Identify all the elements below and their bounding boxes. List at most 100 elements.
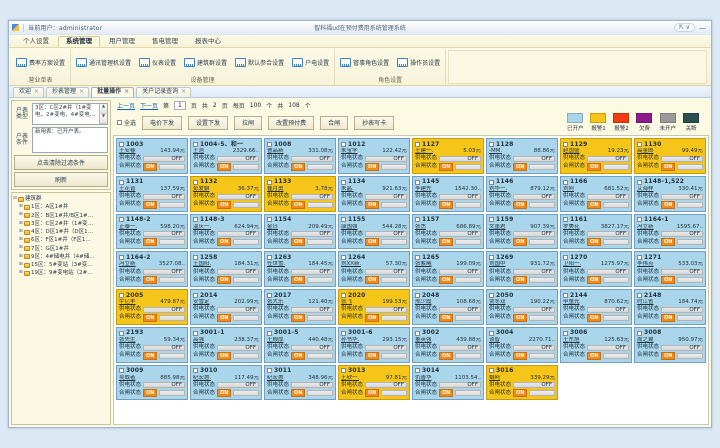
meter-owner-name[interactable]: 孙书华. (341, 336, 360, 343)
prev-page-link[interactable]: 上一页 (117, 103, 136, 110)
meter-card-checkbox[interactable] (637, 141, 642, 147)
meter-owner-name[interactable]: 温庆一. (193, 223, 212, 230)
meter-card[interactable]: 1159 文墨君 907.39元 供电状态 OFF 合闸状态 ON (486, 213, 558, 250)
ribbon-tab-reports[interactable]: 报表中心 (195, 36, 221, 45)
meter-card[interactable]: 1131 王花普 137.59元 供电状态 OFF 合闸状态 ON (116, 175, 188, 212)
meter-card[interactable]: 1271 李伟点 533.03元 供电状态 OFF 合闸状态 ON (634, 251, 706, 287)
meter-card[interactable]: 3001-6 孙书华. 293.15元 供电状态 OFF 合闸状态 ON (338, 326, 410, 363)
meter-card-checkbox[interactable] (489, 368, 494, 374)
meter-card[interactable]: 1012 朱宝学 122.42元 供电状态 OFF 合闸状态 ON (338, 138, 410, 174)
meter-owner-name[interactable]: 王东旭 (563, 336, 580, 343)
meter-card[interactable]: 1134 朱晶. 921.63元 供电状态 OFF 合闸状态 ON (338, 175, 410, 212)
meter-card-checkbox[interactable] (489, 255, 494, 260)
meter-card[interactable]: 1003 王安春 143.94元 供电状态 OFF 合闸状态 ON (116, 138, 188, 174)
spinner-buttons[interactable]: ▲ ▼ (99, 104, 107, 124)
meter-owner-name[interactable]: 王顺厚 (267, 336, 284, 343)
meter-card-checkbox[interactable] (637, 217, 642, 223)
meter-owner-name[interactable]: 任世雪. (267, 261, 286, 268)
meter-card[interactable]: 1148-3 温庆一. 624.94元 供电状态 OFF 合闸状态 ON (190, 213, 262, 250)
meter-card[interactable]: 3011 纪宏惠 348.96元 供电状态 OFF 合闸状态 ON (264, 364, 336, 401)
meter-card[interactable]: 1265 张紫曦 199.09元 供电状态 OFF 合闸状态 ON (412, 251, 484, 287)
meter-card[interactable]: 3002 董英强 439.88元 供电状态 OFF 合闸状态 ON (412, 326, 484, 363)
quick-access-toolbar[interactable]: ⇱ ∨ (673, 23, 695, 32)
meter-owner-name[interactable]: 纪宏惠 (267, 374, 284, 381)
open-breaker-button[interactable]: 拉闸 (234, 115, 263, 130)
meter-card[interactable]: 1154 金日 209.49元 供电状态 OFF 合闸状态 ON (264, 213, 336, 250)
meter-card[interactable]: 2005 牛亿丰 479.87元 供电状态 OFF 合闸状态 ON (116, 289, 188, 325)
meter-card[interactable]: 1166 刘阿 681.52元 供电状态 OFF 合闸状态 ON (560, 175, 632, 212)
meter-card[interactable]: 3013 王欣一. 97.81元 供电状态 OFF 合闸状态 ON (338, 364, 410, 401)
meter-owner-name[interactable]: 张杰 (415, 223, 427, 230)
tab-batch-operation[interactable]: 批量操作 × (91, 87, 135, 97)
meter-card-checkbox[interactable] (415, 179, 420, 185)
meter-card[interactable]: 1148-1,522 艾海样 330.41元 供电状态 OFF 合闸状态 ON (634, 175, 706, 212)
ribbon-tab-user[interactable]: 用户管理 (109, 36, 135, 45)
meter-card-checkbox[interactable] (341, 330, 346, 336)
meter-card-checkbox[interactable] (415, 292, 420, 298)
meter-card[interactable]: 2017 张大乐 121.40元 供电状态 OFF 合闸状态 ON (264, 289, 336, 325)
meter-card-checkbox[interactable] (563, 217, 568, 223)
refresh-button[interactable]: 刷新 (14, 172, 108, 187)
meter-owner-name[interactable]: 周之翼 (637, 336, 654, 343)
meter-owner-name[interactable]: 正泰一. (119, 223, 138, 230)
meter-card[interactable]: 3006 王东旭 125.63元 供电状态 OFF 合闸状态 ON (560, 326, 632, 363)
meter-card[interactable]: 2193 张先生 59.34元 供电状态 OFF 合闸状态 ON (116, 326, 188, 363)
meter-owner-name[interactable]: 刘XX新. (341, 261, 362, 268)
meter-card-checkbox[interactable] (415, 255, 420, 260)
meter-card-checkbox[interactable] (341, 217, 346, 223)
meter-card-checkbox[interactable] (489, 217, 494, 223)
meter-owner-name[interactable]: 曹品新 (267, 148, 284, 154)
meter-card-checkbox[interactable] (415, 330, 420, 336)
meter-card-checkbox[interactable] (637, 292, 642, 298)
meter-card-checkbox[interactable] (193, 368, 198, 374)
filter-condition-value[interactable]: 新用表：已开户表。 (32, 127, 108, 153)
meter-card-grid-scroll[interactable]: 1003 王安春 143.94元 供电状态 OFF 合闸状态 ON 1004-5、和一 王浩 23… (113, 135, 709, 425)
meter-owner-name[interactable]: 董英强 (415, 336, 432, 343)
ribbon-button-comm-manager[interactable]: 通讯管理机设置 (72, 57, 135, 68)
meter-owner-name[interactable]: 吴成者 (119, 374, 136, 381)
meter-card-checkbox[interactable] (119, 292, 124, 298)
meter-card-checkbox[interactable] (267, 217, 272, 223)
meter-card[interactable]: 1164-2 冯立新 3527.08.. 供电状态 OFF 合闸状态 ON (116, 251, 188, 287)
meter-card-checkbox[interactable] (489, 179, 494, 185)
expand-icon[interactable]: ⊟ (13, 195, 17, 201)
clear-filter-button[interactable]: 点击清除过滤条件 (14, 155, 108, 170)
meter-card-checkbox[interactable] (415, 141, 420, 147)
meter-card-checkbox[interactable] (119, 179, 124, 185)
ribbon-button-manager-role[interactable]: 管事角色设置 (336, 57, 393, 68)
meter-owner-name[interactable]: 安雪定 (193, 299, 210, 305)
expand-icon[interactable]: ⊞ (19, 228, 23, 234)
meter-owner-name[interactable]: 高强 (193, 336, 205, 343)
meter-owner-name[interactable]: 李建先 (415, 185, 432, 192)
meter-owner-name[interactable]: 邢少霞 (415, 299, 432, 305)
meter-card[interactable]: 1258 王国阳. 184.31元 供电状态 OFF 合闸状态 ON (190, 251, 262, 287)
meter-card[interactable]: 1157 张杰 686.89元 供电状态 OFF 合闸状态 ON (412, 213, 484, 250)
tab-meter-reading[interactable]: 抄表管理 × (46, 87, 90, 97)
tree-item[interactable]: ⊞ 1区：A区1#井 (13, 203, 109, 211)
meter-card-checkbox[interactable] (193, 255, 198, 260)
meter-card[interactable]: 1269 刘国中 931.72元 供电状态 OFF 合闸状态 ON (486, 251, 558, 287)
meter-owner-name[interactable]: 康国强 (341, 223, 358, 230)
expand-icon[interactable]: ⊞ (19, 261, 23, 267)
meter-card[interactable]: 3008 周之翼 950.97元 供电状态 OFF 合闸状态 ON (634, 326, 706, 363)
meter-card[interactable]: 1148-2 正泰一. 598.20元 供电状态 OFF 合闸状态 ON (116, 213, 188, 250)
meter-owner-name[interactable]: 冯立新 (119, 261, 136, 268)
write-card-button[interactable]: 抄表写卡 (354, 115, 395, 130)
meter-card[interactable]: 2014 安雪定 202.99元 供电状态 OFF 合闸状态 ON (190, 289, 262, 325)
close-breaker-button[interactable]: 合闸 (320, 115, 349, 130)
meter-card[interactable]: 1132 彭爱娘 36.37元 供电状态 OFF 合闸状态 ON (190, 175, 262, 212)
meter-card-checkbox[interactable] (489, 141, 494, 147)
meter-card-checkbox[interactable] (193, 141, 198, 147)
expand-icon[interactable]: ⊞ (19, 253, 23, 259)
meter-card[interactable]: 3010 纪宏惠. 117.49元 供电状态 OFF 合闸状态 ON (190, 364, 262, 401)
meter-owner-name[interactable]: 王浩 (193, 148, 205, 154)
meter-owner-name[interactable]: 崔月勇 (267, 185, 284, 192)
meter-card[interactable]: 2148 时江省 184.74元 供电状态 OFF 合闸状态 ON (634, 289, 706, 325)
meter-card-checkbox[interactable] (341, 292, 346, 298)
ribbon-button-meter-settings[interactable]: 仪表设置 (135, 57, 180, 68)
meter-owner-name[interactable]: 刘阿 (563, 185, 575, 192)
tree-item[interactable]: ⊞ 3区：C区2#井（1#变… (13, 220, 109, 228)
meter-card-checkbox[interactable] (563, 141, 568, 147)
expand-icon[interactable]: ⊞ (19, 204, 23, 209)
meter-card-checkbox[interactable] (341, 179, 346, 185)
